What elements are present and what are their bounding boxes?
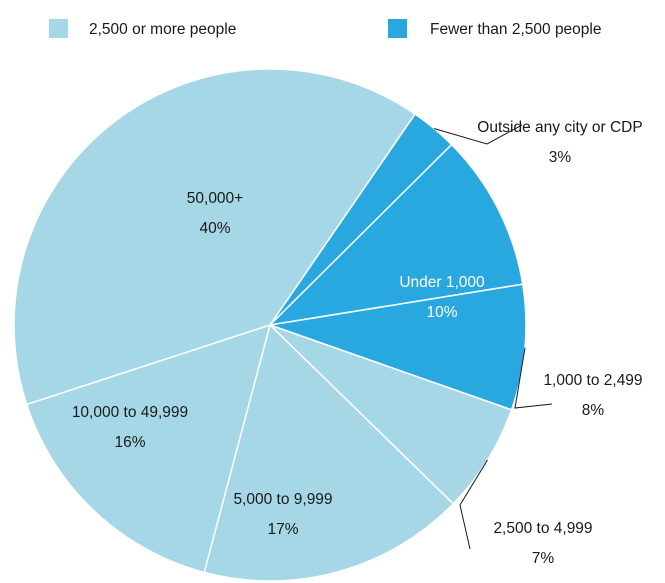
slice-value-outside-any-city-or-cdp: 3%	[549, 149, 572, 166]
slice-label-under-1-000: Under 1,000	[399, 274, 485, 291]
slice-10-000-to-49-999	[25, 323, 272, 574]
slice-label-5-000-to-9-999: 5,000 to 9,999	[233, 491, 332, 508]
slice-value-1-000-to-2-499: 8%	[582, 402, 605, 419]
leader-line-1-000-to-2-499	[514, 347, 553, 409]
legend-label-2-500-or-more-people: 2,500 or more people	[89, 21, 236, 38]
slice-value-5-000-to-9-999: 17%	[267, 521, 298, 538]
legend-swatch-fewer-than-2-500-people	[388, 19, 407, 38]
slice-labels: Outside any city or CDP 3% Under 1,000 10% 1…	[72, 119, 643, 567]
slice-label-2-500-to-4-999: 2,500 to 4,999	[493, 520, 592, 537]
leader-line-outside-any-city-or-cdp	[433, 124, 523, 145]
slice-2-500-to-4-999	[269, 324, 513, 505]
slice-50-000	[13, 68, 417, 406]
legend: 2,500 or more people Fewer than 2,500 peo…	[49, 19, 601, 38]
slice-value-under-1-000: 10%	[426, 304, 457, 321]
leader-line-2-500-to-4-999	[459, 459, 488, 550]
slice-under-1-000	[267, 143, 524, 327]
slice-label-10-000-to-49-999: 10,000 to 49,999	[72, 404, 188, 421]
pie-slices	[13, 68, 527, 582]
slice-value-2-500-to-4-999: 7%	[532, 550, 555, 567]
slice-label-50-000: 50,000+	[187, 190, 243, 207]
leader-lines	[433, 124, 553, 550]
slice-5-000-to-9-999	[203, 323, 455, 582]
slice-label-outside-any-city-or-cdp: Outside any city or CDP	[477, 119, 642, 136]
slice-value-10-000-to-49-999: 16%	[114, 434, 145, 451]
legend-swatch-2-500-or-more-people	[49, 19, 68, 38]
slice-label-1-000-to-2-499: 1,000 to 2,499	[543, 372, 642, 389]
slice-value-50-000: 40%	[199, 220, 230, 237]
legend-label-fewer-than-2-500-people: Fewer than 2,500 people	[430, 21, 601, 38]
